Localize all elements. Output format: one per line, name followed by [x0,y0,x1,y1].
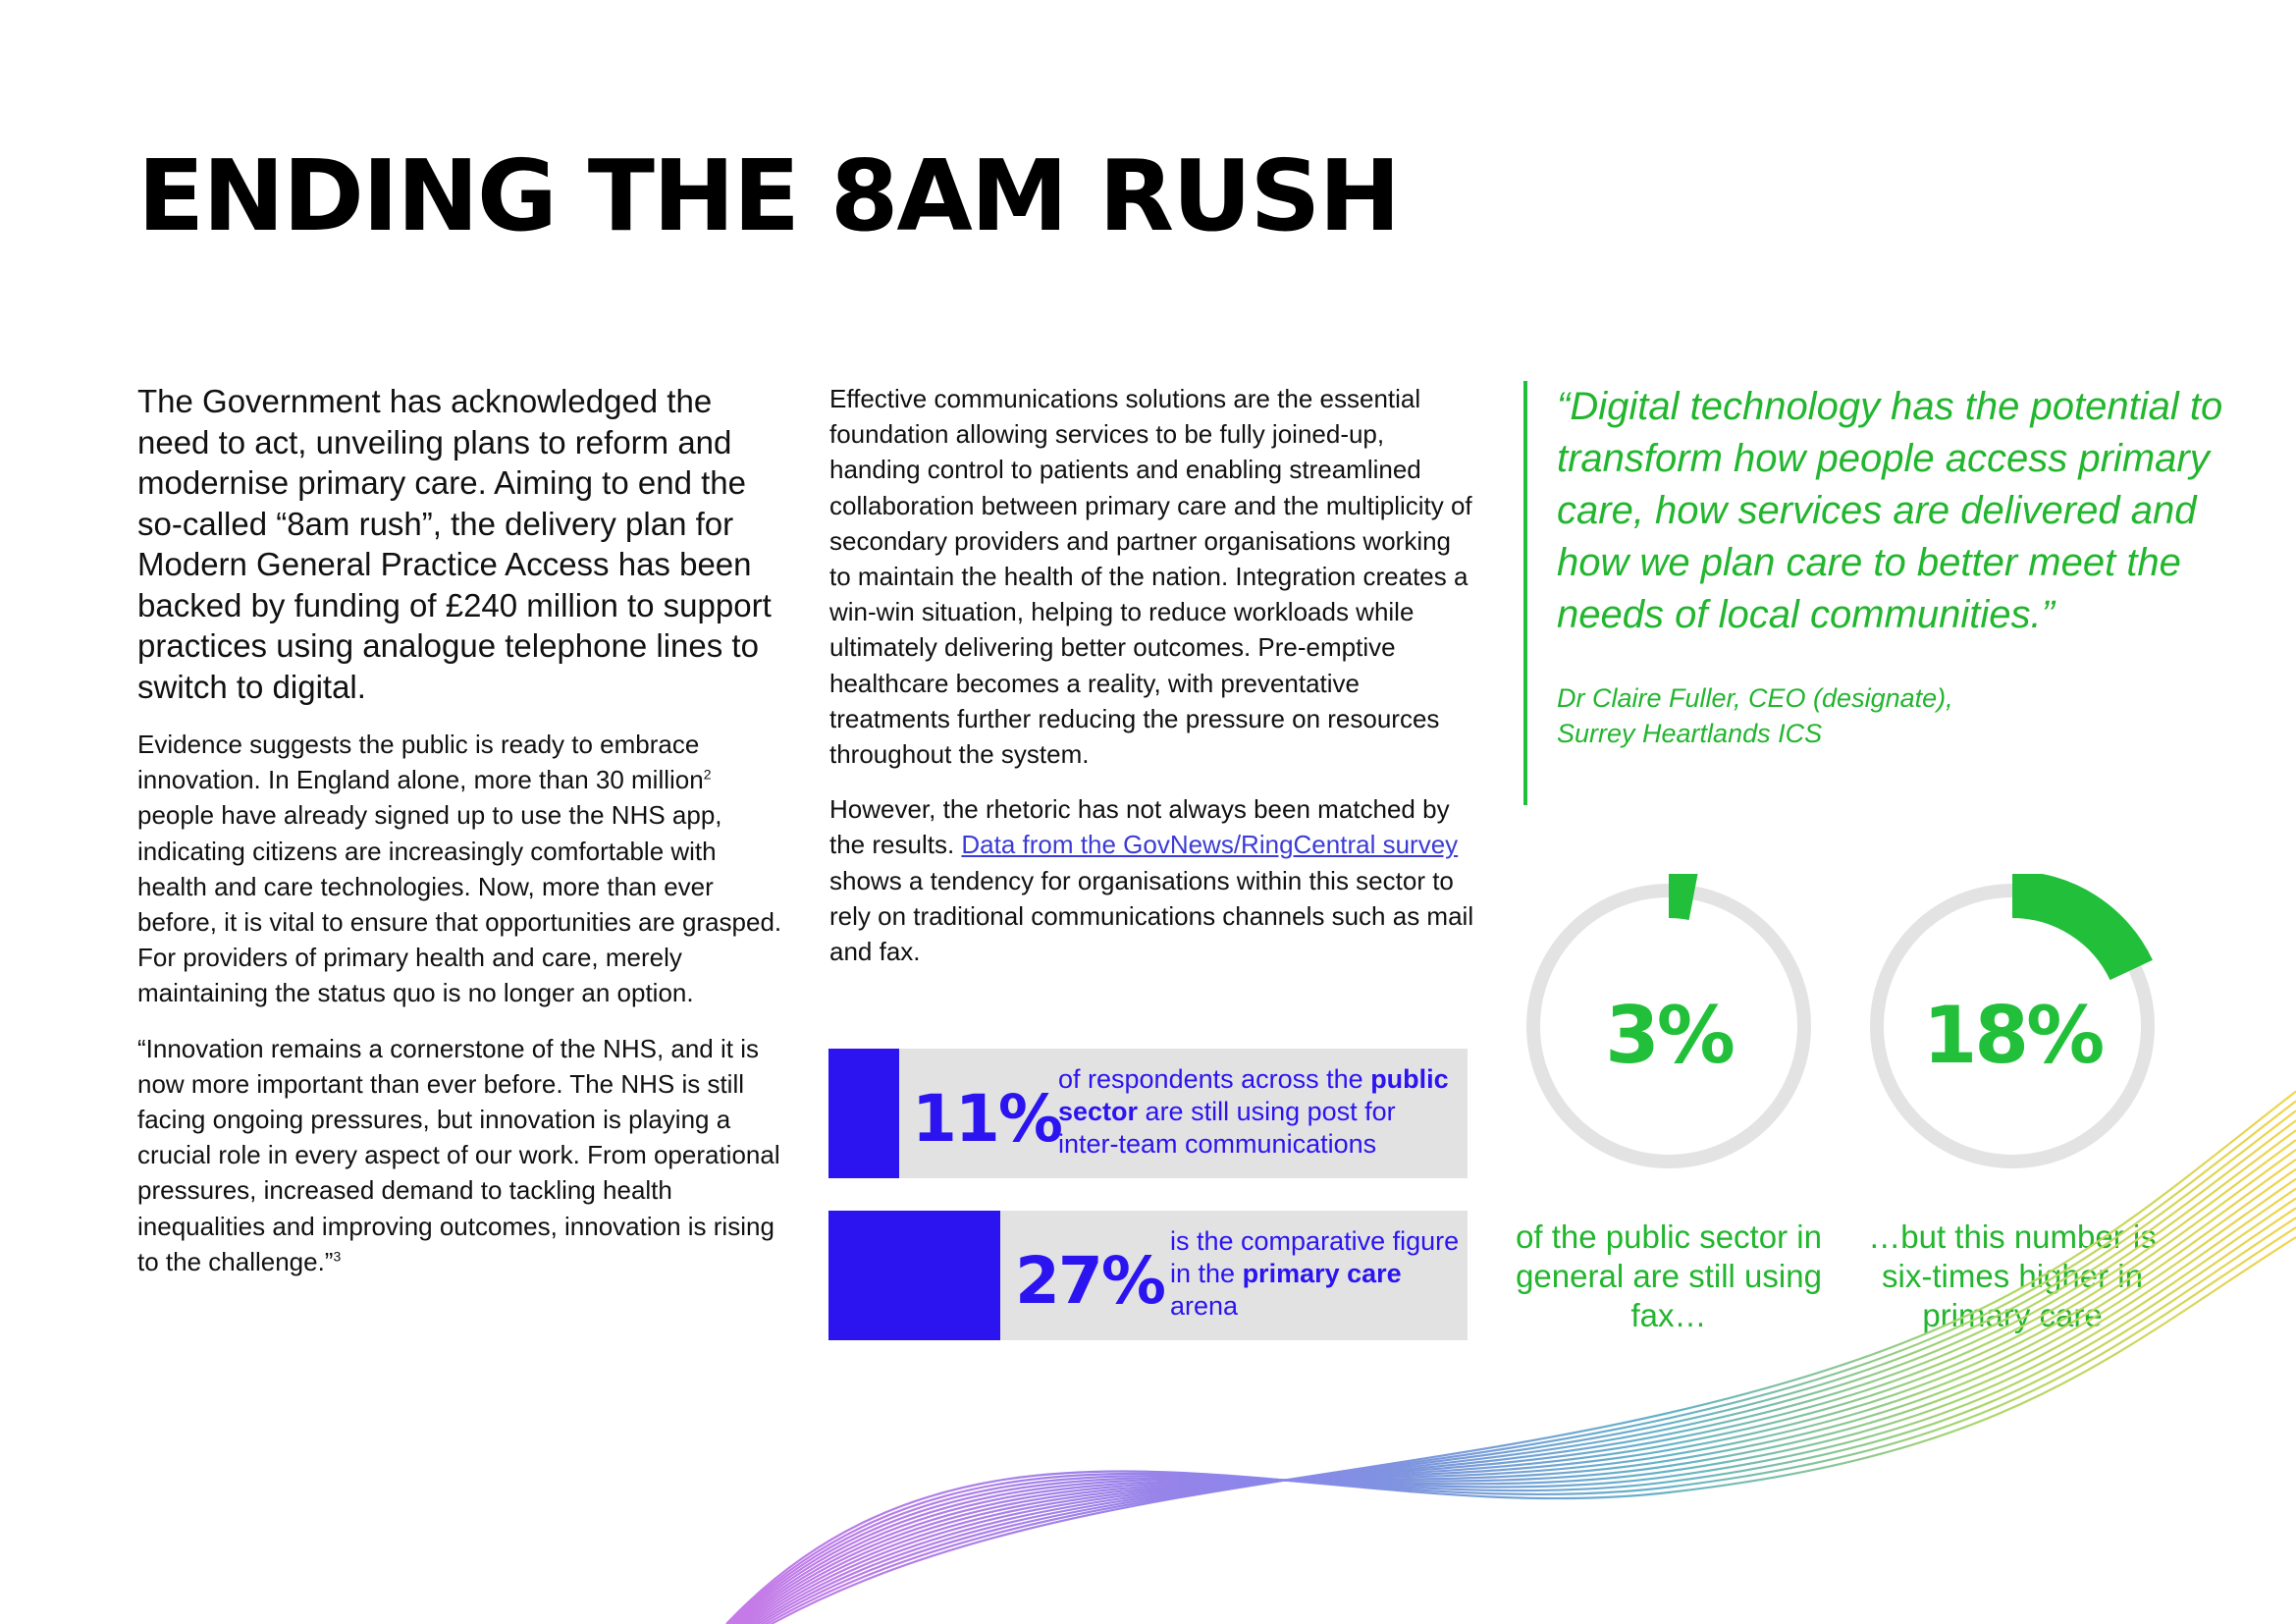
stat-bar [828,1049,899,1178]
donut-arc [1668,870,1698,921]
pull-quote-attribution: Dr Claire Fuller, CEO (designate), Surrey… [1557,680,2230,751]
stat-desc-end: arena [1170,1291,1239,1321]
donut-fax-public-sector: 3% [1517,870,1821,1178]
wave-line [742,1158,2296,1624]
donut-value: 18% [1922,990,2105,1081]
wave-line [730,1207,2296,1624]
evidence-text-rest: people have already signed up to use the… [137,800,782,1008]
wave-line [748,1139,2296,1624]
attribution-line-2: Surrey Heartlands ICS [1557,719,1823,748]
stat-value: 11% [912,1081,1063,1157]
donut-value: 3% [1605,990,1735,1081]
lead-paragraph: The Government has acknowledged the need… [137,383,772,705]
stat-desc-start: is the comparative figure in the [1170,1226,1460,1288]
stat-desc-bold: public sector [1058,1064,1449,1126]
donut-caption-public-sector: of the public sector in general are stil… [1516,1218,1822,1333]
stat-desc-end: are still using post for inter-team comm… [1058,1097,1396,1159]
left-column: The Government has acknowledged the need… [137,381,785,1299]
donut-arc [2011,871,2153,981]
wave-line [769,1090,2296,1624]
wave-line [732,1197,2296,1624]
rhetoric-text-end: shows a tendency for organisations withi… [829,865,1474,967]
wave-line [725,1236,2296,1624]
middle-column: Effective communications solutions are t… [829,381,1477,989]
communications-paragraph: Effective communications solutions are t… [829,384,1472,770]
wave-line [734,1187,2296,1624]
stat-post-public-sector: 11% of respondents across the public sec… [828,1049,1468,1178]
survey-link[interactable]: Data from the GovNews/RingCentral survey [961,830,1459,860]
donut-graphic [1870,871,2155,1168]
stat-value: 27% [1015,1243,1166,1319]
donut-graphic [1526,870,1811,1168]
donut-fax-primary-care: 18% [1860,871,2164,1178]
innovation-quote-text: “Innovation remains a cornerstone of the… [137,1033,780,1276]
wave-line [764,1100,2296,1624]
stat-desc-bold: primary care [1242,1259,1402,1288]
evidence-text: Evidence suggests the public is ready to… [137,730,704,795]
wave-line [739,1167,2296,1624]
pull-quote: “Digital technology has the potential to… [1523,381,2230,805]
attribution-line-1: Dr Claire Fuller, CEO (designate), [1557,683,1953,713]
rhetoric-text-start: However, the rhetoric has not always bee… [829,794,1450,860]
stat-post-primary-care: 27% is the comparative figure in the pri… [828,1211,1468,1340]
stat-description: of respondents across the public sector … [1058,1063,1461,1161]
pull-quote-text: “Digital technology has the potential to… [1557,385,2223,636]
stat-desc-start: of respondents across the [1058,1064,1371,1094]
wave-line [752,1129,2296,1624]
wave-line [760,1110,2296,1624]
donut-caption-primary-care: …but this number is six-times higher in … [1868,1218,2157,1333]
footnote-ref-3: 3 [333,1248,342,1265]
stat-description: is the comparative figure in the primary… [1170,1225,1465,1323]
wave-line [756,1119,2296,1624]
innovation-quote-paragraph: “Innovation remains a cornerstone of the… [137,1031,785,1279]
wave-line [726,1226,2296,1624]
evidence-paragraph: Evidence suggests the public is ready to… [137,727,785,1011]
wave-line [737,1177,2296,1624]
rhetoric-paragraph: However, the rhetoric has not always bee… [829,791,1477,969]
wave-line [728,1217,2296,1624]
footnote-ref-2: 2 [703,766,712,783]
page-title: ENDING THE 8AM RUSH [137,138,1401,253]
wave-line [745,1149,2296,1624]
stat-bar [828,1211,1000,1340]
